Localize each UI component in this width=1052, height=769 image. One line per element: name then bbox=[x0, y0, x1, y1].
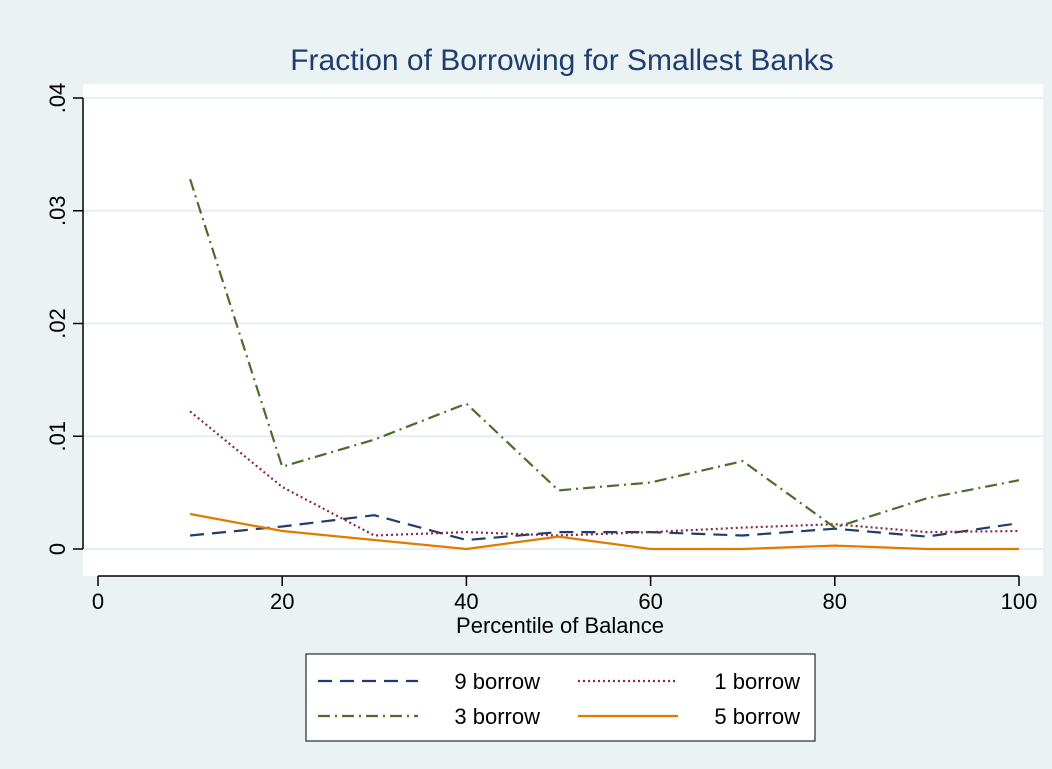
y-tick-label: 0 bbox=[45, 543, 70, 555]
legend-label: 1 borrow bbox=[714, 669, 800, 694]
x-tick-label: 40 bbox=[454, 589, 478, 614]
series-line-9-borrow bbox=[189, 514, 1020, 542]
y-tick-label: .03 bbox=[45, 195, 70, 226]
plot-area bbox=[83, 84, 1043, 576]
y-tick-label: .04 bbox=[45, 83, 70, 114]
legend-label: 9 borrow bbox=[454, 669, 540, 694]
axes: 0 .01 .02 .03 .04 0 20 40 60 80 100 bbox=[45, 83, 1037, 614]
x-tick-label: 80 bbox=[823, 589, 847, 614]
series-line-5-borrow bbox=[189, 512, 1019, 551]
series-lines bbox=[189, 178, 1020, 551]
chart-title: Fraction of Borrowing for Smallest Banks bbox=[290, 44, 834, 77]
x-tick-label: 60 bbox=[638, 589, 662, 614]
legend-label: 5 borrow bbox=[714, 704, 800, 729]
legend-box bbox=[305, 653, 816, 742]
x-tick-label: 100 bbox=[1001, 589, 1038, 614]
y-tick-label: .02 bbox=[45, 308, 70, 339]
gridlines bbox=[83, 97, 1043, 550]
x-tick-label: 0 bbox=[92, 589, 104, 614]
series-line-1-borrow bbox=[189, 410, 1020, 537]
legend: 9 borrow 1 borrow 3 borrow 5 borrow bbox=[305, 653, 816, 742]
y-tick-label: .01 bbox=[45, 421, 70, 452]
legend-label: 3 borrow bbox=[454, 704, 540, 729]
x-axis-label: Percentile of Balance bbox=[456, 613, 664, 638]
x-tick-label: 20 bbox=[270, 589, 294, 614]
